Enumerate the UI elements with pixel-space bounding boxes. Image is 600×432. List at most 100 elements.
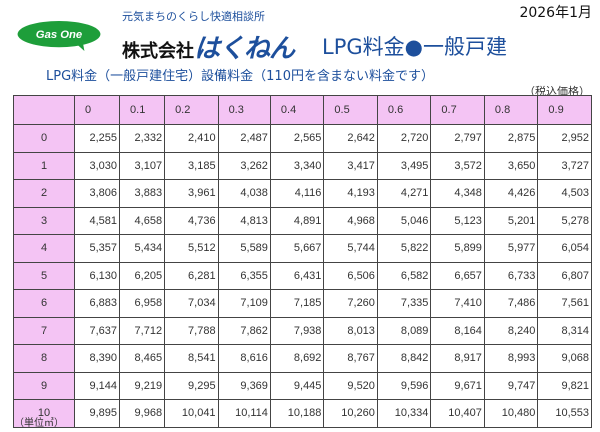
price-cell: 10,334 — [376, 399, 432, 428]
column-header: 0.3 — [217, 95, 271, 125]
price-cell: 2,642 — [323, 124, 378, 153]
price-cell: 3,495 — [376, 151, 432, 180]
price-cell: 2,487 — [217, 124, 271, 153]
price-cell: 9,068 — [537, 344, 592, 373]
column-header: 0.1 — [119, 95, 166, 125]
price-cell: 5,667 — [269, 234, 325, 263]
column-header: 0.7 — [430, 95, 485, 125]
price-cell: 8,013 — [323, 316, 378, 345]
row-header: 2 — [13, 179, 75, 208]
price-cell: 9,747 — [483, 371, 539, 400]
price-cell: 8,089 — [376, 316, 432, 345]
subtitle: LPG料金（一般戸建住宅）設備料金（110円を含まない料金です） — [46, 69, 434, 84]
row-header: 6 — [13, 289, 75, 318]
table-row: 1 3,030 3,107 3,185 3,262 3,340 3,417 3,495 3,57… — [13, 151, 592, 180]
price-cell: 4,581 — [73, 206, 121, 235]
price-cell: 10,407 — [430, 399, 485, 428]
price-cell: 6,054 — [537, 234, 592, 263]
price-cell: 9,821 — [537, 371, 592, 400]
price-cell: 2,565 — [269, 124, 325, 153]
price-cell: 3,650 — [483, 151, 539, 180]
table-row: 3 4,581 4,658 4,736 4,813 4,891 4,968 5,046 5,12… — [13, 206, 592, 235]
price-cell: 9,596 — [376, 371, 432, 400]
price-cell: 10,553 — [537, 399, 592, 428]
header-row: 0 0.1 0.2 0.3 0.4 0.5 0.6 0.7 0.8 0.9 — [13, 95, 592, 125]
price-cell: 8,842 — [376, 344, 432, 373]
price-cell: 7,788 — [164, 316, 219, 345]
price-cell: 5,589 — [217, 234, 271, 263]
price-cell: 6,281 — [164, 261, 219, 290]
price-cell: 7,862 — [217, 316, 271, 345]
price-cell: 8,164 — [430, 316, 485, 345]
price-cell: 8,616 — [217, 344, 271, 373]
price-cell: 6,506 — [323, 261, 378, 290]
company-name: 株式会社はくねん — [122, 28, 295, 65]
price-table: 0 0.1 0.2 0.3 0.4 0.5 0.6 0.7 0.8 0.9 0 2,255 2,332… — [13, 95, 592, 428]
column-header: 0.5 — [323, 95, 378, 125]
price-cell: 8,240 — [483, 316, 539, 345]
price-cell: 5,899 — [430, 234, 485, 263]
price-cell: 4,193 — [323, 179, 378, 208]
table-row: 9 9,144 9,219 9,295 9,369 9,445 9,520 9,596 9,67… — [13, 371, 592, 400]
table-row: 2 3,806 3,883 3,961 4,038 4,116 4,193 4,271 4,34… — [13, 179, 592, 208]
price-cell: 9,520 — [323, 371, 378, 400]
table-row: 7 7,637 7,712 7,788 7,862 7,938 8,013 8,089 8,16… — [13, 316, 592, 345]
price-cell: 5,357 — [73, 234, 121, 263]
price-cell: 4,116 — [269, 179, 325, 208]
price-cell: 2,332 — [119, 124, 166, 153]
price-cell: 3,572 — [430, 151, 485, 180]
price-cell: 4,348 — [430, 179, 485, 208]
price-cell: 2,952 — [537, 124, 592, 153]
price-cell: 8,465 — [119, 344, 166, 373]
price-cell: 2,797 — [430, 124, 485, 153]
tagline: 元気まちのくらし快適相談所 — [122, 10, 265, 23]
company-brand: はくねん — [194, 34, 295, 64]
price-cell: 7,637 — [73, 316, 121, 345]
price-cell: 9,445 — [269, 371, 325, 400]
price-cell: 3,806 — [73, 179, 121, 208]
price-cell: 8,541 — [164, 344, 219, 373]
unit-note: （単位㎥） — [14, 418, 64, 429]
column-header: 0.9 — [537, 95, 592, 125]
price-cell: 9,295 — [164, 371, 219, 400]
price-cell: 7,561 — [537, 289, 592, 318]
row-header: 1 — [13, 151, 75, 180]
price-cell: 4,736 — [164, 206, 219, 235]
table-row: 0 2,255 2,332 2,410 2,487 2,565 2,642 2,720 2,79… — [13, 124, 592, 153]
price-cell: 4,968 — [323, 206, 378, 235]
row-header: 7 — [13, 316, 75, 345]
row-header: 9 — [13, 371, 75, 400]
price-cell: 4,658 — [119, 206, 166, 235]
price-cell: 10,041 — [164, 399, 219, 428]
price-cell: 9,968 — [119, 399, 166, 428]
price-cell: 10,114 — [217, 399, 271, 428]
price-cell: 9,895 — [73, 399, 121, 428]
corner-cell — [13, 95, 75, 125]
price-cell: 7,335 — [376, 289, 432, 318]
column-header: 0.6 — [376, 95, 432, 125]
price-cell: 5,434 — [119, 234, 166, 263]
price-cell: 6,958 — [119, 289, 166, 318]
row-header: 10 — [13, 399, 75, 428]
price-cell: 2,255 — [73, 124, 121, 153]
price-cell: 6,733 — [483, 261, 539, 290]
price-cell: 9,219 — [119, 371, 166, 400]
price-cell: 7,486 — [483, 289, 539, 318]
column-header: 0.2 — [164, 95, 219, 125]
column-header: 0 — [73, 95, 121, 125]
price-cell: 6,883 — [73, 289, 121, 318]
column-header: 0.4 — [269, 95, 325, 125]
row-header: 4 — [13, 234, 75, 263]
price-cell: 10,480 — [483, 399, 539, 428]
price-cell: 5,977 — [483, 234, 539, 263]
price-cell: 5,046 — [376, 206, 432, 235]
price-cell: 9,144 — [73, 371, 121, 400]
row-header: 5 — [13, 261, 75, 290]
price-cell: 5,123 — [430, 206, 485, 235]
gas-one-logo: Gas One — [17, 20, 101, 52]
price-cell: 3,185 — [164, 151, 219, 180]
price-cell: 4,271 — [376, 179, 432, 208]
tax-note: （税込価格） — [524, 85, 590, 98]
company-prefix: 株式会社 — [122, 41, 194, 62]
price-cell: 3,030 — [73, 151, 121, 180]
